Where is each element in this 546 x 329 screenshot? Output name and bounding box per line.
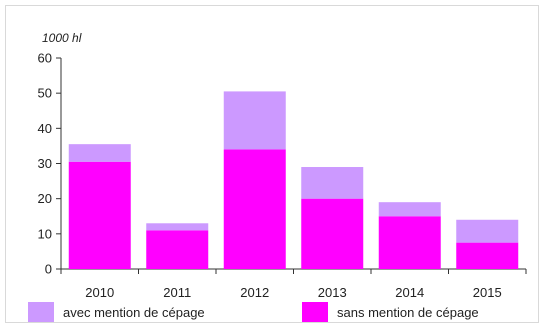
bar-2010-series-1 <box>68 144 131 162</box>
x-tick-label: 2013 <box>318 285 347 300</box>
y-tick-label: 50 <box>38 86 52 101</box>
legend-label-series-1: avec mention de cépage <box>63 305 205 320</box>
bar-2010-series-0 <box>68 161 131 269</box>
bar-2011-series-0 <box>146 230 209 269</box>
y-tick-label: 30 <box>38 156 52 171</box>
bar-2014-series-1 <box>378 202 441 217</box>
y-tick-label: 60 <box>38 51 52 66</box>
bar-2014-series-0 <box>378 216 441 269</box>
legend-swatch-series-0 <box>302 302 328 322</box>
x-tick-labels: 2010 2011 2012 2013 2014 2015 <box>85 285 501 300</box>
bars <box>68 91 519 269</box>
y-axis-unit-label: 1000 hl <box>42 31 82 45</box>
legend-swatch-series-1 <box>28 302 54 322</box>
y-tick-label: 0 <box>45 262 52 277</box>
bar-2013-series-1 <box>301 167 364 199</box>
y-tick-label: 10 <box>38 226 52 241</box>
bar-2013-series-0 <box>301 198 364 269</box>
chart-frame: 1000 hl 0 10 20 30 40 50 60 2010 2011 2012 2013 20… <box>5 5 539 323</box>
legend-label-series-0: sans mention de cépage <box>337 305 479 320</box>
legend: avec mention de cépage sans mention de cé… <box>28 302 479 322</box>
x-tick-label: 2011 <box>163 285 191 300</box>
bar-2015-series-0 <box>456 242 519 269</box>
y-tick-label: 20 <box>38 191 52 206</box>
x-tick-label: 2010 <box>85 285 114 300</box>
bar-2015-series-1 <box>456 219 519 243</box>
x-tick-label: 2015 <box>473 285 502 300</box>
axes: 0 10 20 30 40 50 60 <box>38 51 527 277</box>
x-tick-label: 2012 <box>240 285 269 300</box>
bar-2012-series-0 <box>223 149 286 269</box>
y-tick-label: 40 <box>38 121 52 136</box>
bar-2012-series-1 <box>223 91 286 150</box>
x-tick-label: 2014 <box>395 285 424 300</box>
bar-2011-series-1 <box>146 223 209 231</box>
